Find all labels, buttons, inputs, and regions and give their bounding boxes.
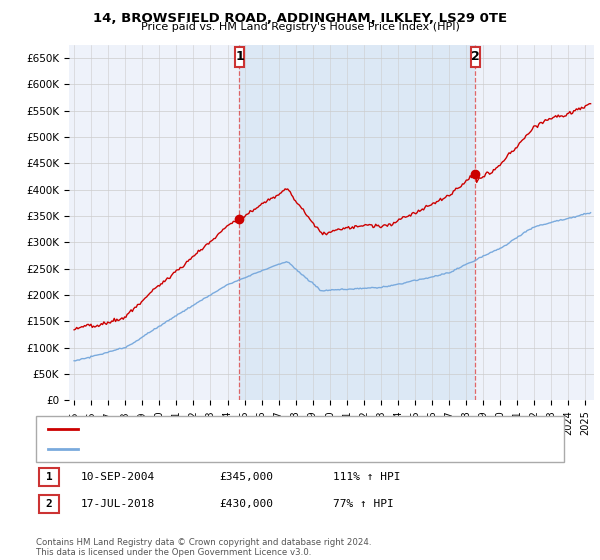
- Text: 1: 1: [235, 50, 244, 63]
- Text: 17-JUL-2018: 17-JUL-2018: [81, 499, 155, 509]
- Text: 111% ↑ HPI: 111% ↑ HPI: [333, 472, 401, 482]
- FancyBboxPatch shape: [470, 47, 480, 67]
- FancyBboxPatch shape: [235, 47, 244, 67]
- Text: 14, BROWSFIELD ROAD, ADDINGHAM, ILKLEY, LS29 0TE: 14, BROWSFIELD ROAD, ADDINGHAM, ILKLEY, …: [93, 12, 507, 25]
- Text: HPI: Average price, detached house, Bradford: HPI: Average price, detached house, Brad…: [87, 444, 325, 454]
- Text: £345,000: £345,000: [219, 472, 273, 482]
- Text: £430,000: £430,000: [219, 499, 273, 509]
- Text: 77% ↑ HPI: 77% ↑ HPI: [333, 499, 394, 509]
- Text: Price paid vs. HM Land Registry's House Price Index (HPI): Price paid vs. HM Land Registry's House …: [140, 22, 460, 32]
- Text: Contains HM Land Registry data © Crown copyright and database right 2024.
This d: Contains HM Land Registry data © Crown c…: [36, 538, 371, 557]
- Text: 1: 1: [46, 472, 52, 482]
- Bar: [239, 45, 475, 400]
- Text: 10-SEP-2004: 10-SEP-2004: [81, 472, 155, 482]
- Text: 14, BROWSFIELD ROAD, ADDINGHAM, ILKLEY, LS29 0TE (detached house): 14, BROWSFIELD ROAD, ADDINGHAM, ILKLEY, …: [87, 424, 472, 434]
- Text: 2: 2: [471, 50, 480, 63]
- Text: 2: 2: [46, 499, 52, 509]
